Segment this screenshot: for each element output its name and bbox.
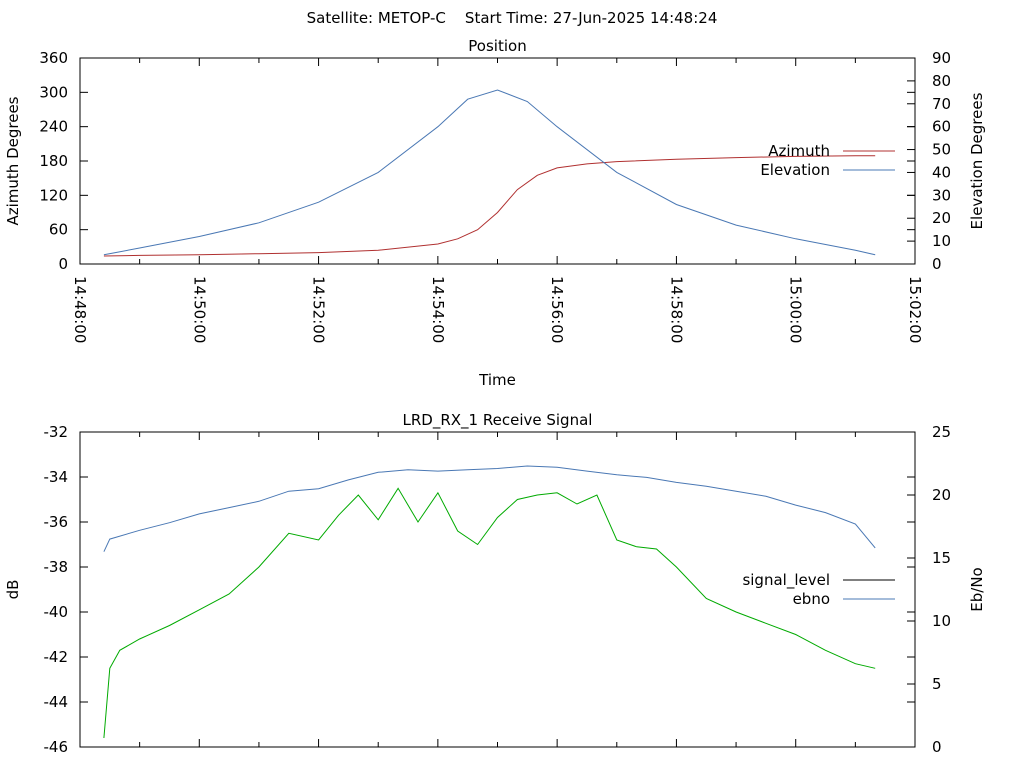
y2-tick-label: 60 (932, 118, 951, 136)
y-axis-label: Azimuth Degrees (4, 96, 22, 225)
series-line-signal_level (103, 487, 876, 739)
y-tick-label: -38 (44, 558, 69, 576)
y2-tick-label: 5 (932, 675, 942, 693)
page-title: Satellite: METOP-C Start Time: 27-Jun-20… (307, 9, 718, 27)
x-tick-label: 14:54:00 (429, 276, 447, 343)
series-line-ebno (103, 465, 876, 552)
x-tick-label: 15:00:00 (787, 276, 805, 343)
legend-label: signal_level (742, 571, 830, 590)
signal-chart: LRD_RX_1 Receive Signal -46 -44 -42 -40 -38 -3… (4, 411, 986, 756)
y-tick-label: -40 (44, 603, 69, 621)
y-tick-label: -36 (44, 513, 69, 531)
y2-tick-label: 20 (932, 209, 951, 227)
y-tick-label: -32 (44, 423, 69, 441)
y-tick-label: -44 (44, 693, 69, 711)
y2-tick-label: 30 (932, 186, 951, 204)
y2-tick-label: 10 (932, 612, 951, 630)
y2-tick-label: 40 (932, 163, 951, 181)
y-tick-label: 120 (39, 186, 68, 204)
series-line-Azimuth (103, 155, 876, 257)
legend-label: Elevation (760, 161, 830, 179)
y-tick-label: 0 (58, 255, 68, 273)
y-tick-label: 180 (39, 152, 68, 170)
y2-axis-label: Elevation Degrees (968, 92, 986, 229)
y-tick-label: 240 (39, 118, 68, 136)
y2-tick-label: 0 (932, 255, 942, 273)
x-tick-label: 14:56:00 (548, 276, 566, 343)
x-tick-label: 14:48:00 (71, 276, 89, 343)
y2-tick-label: 0 (932, 738, 942, 756)
y2-tick-label: 10 (932, 232, 951, 250)
x-tick-label: 14:58:00 (667, 276, 685, 343)
plot-frame (79, 431, 916, 748)
chart-title: LRD_RX_1 Receive Signal (403, 411, 593, 430)
y2-axis-label: Eb/No (968, 567, 986, 611)
legend-label: ebno (793, 590, 830, 608)
y2-tick-label: 70 (932, 95, 951, 113)
x-axis-label: Time (478, 371, 516, 389)
y2-tick-label: 20 (932, 486, 951, 504)
y2-tick-label: 15 (932, 549, 951, 567)
x-tick-label: 14:50:00 (190, 276, 208, 343)
y2-tick-label: 50 (932, 141, 951, 159)
legend-label: Azimuth (768, 142, 830, 160)
y2-tick-label: 90 (932, 49, 951, 67)
y-tick-label: -34 (44, 468, 69, 486)
y-tick-label: 360 (39, 49, 68, 67)
y-tick-label: -46 (44, 738, 69, 756)
chart-title: Position (468, 37, 526, 55)
x-tick-label: 14:52:00 (310, 276, 328, 343)
y-tick-label: -42 (44, 648, 69, 666)
position-chart: Position 0 60 120 180 240 300 360 0 10 20 30 40 50 60 7… (4, 37, 986, 389)
y-axis-label: dB (4, 580, 22, 600)
y2-tick-label: 25 (932, 423, 951, 441)
y-tick-label: 60 (49, 221, 68, 239)
x-tick-label: 15:02:00 (906, 276, 924, 343)
y2-tick-label: 80 (932, 72, 951, 90)
series-line-Elevation (103, 89, 876, 256)
y-tick-label: 300 (39, 83, 68, 101)
